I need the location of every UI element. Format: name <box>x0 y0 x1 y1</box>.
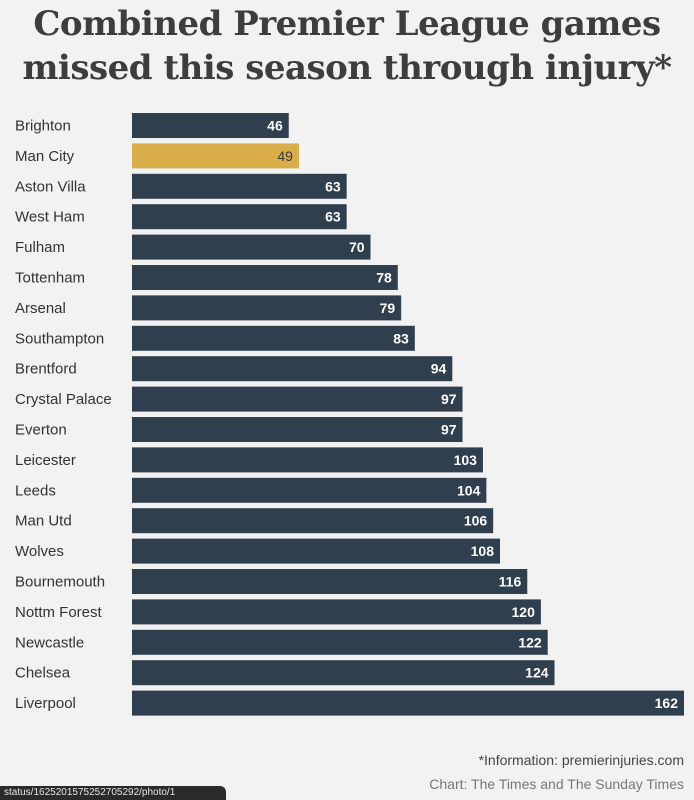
bar <box>132 508 494 534</box>
bar-value-label: 97 <box>441 422 457 438</box>
bar <box>132 538 500 564</box>
bar-value-label: 103 <box>454 452 478 468</box>
bar-value-label: 70 <box>349 239 365 255</box>
category-label: Chelsea <box>15 665 71 682</box>
bar <box>132 173 347 199</box>
category-label: Liverpool <box>15 695 76 712</box>
bar-value-label: 108 <box>471 543 495 559</box>
bar-value-label: 124 <box>525 665 549 681</box>
category-label: Brighton <box>15 118 71 135</box>
category-label: Man Utd <box>15 513 72 530</box>
category-label: Everton <box>15 422 67 439</box>
category-label: West Ham <box>15 209 85 226</box>
category-label: Fulham <box>15 239 65 256</box>
bar-value-label: 122 <box>518 634 542 650</box>
bar <box>132 569 528 594</box>
bar <box>132 204 347 230</box>
bar <box>132 143 299 169</box>
category-label: Aston Villa <box>15 178 86 195</box>
category-label: Leicester <box>15 452 76 469</box>
status-url-bar: status/1625201575252705292/photo/1 <box>0 786 226 800</box>
category-label: Nottm Forest <box>15 604 103 621</box>
bar <box>132 386 463 412</box>
bar-value-label: 162 <box>655 695 679 711</box>
bar-value-label: 49 <box>277 148 293 164</box>
chart-credit: Chart: The Times and The Sunday Times <box>429 776 684 792</box>
bar <box>132 265 398 290</box>
bar-value-label: 104 <box>457 482 481 498</box>
bar-value-label: 120 <box>512 604 536 620</box>
bar <box>132 690 684 716</box>
chart-title-line-2: missed this season through injury* <box>22 48 672 88</box>
bar <box>132 629 548 655</box>
bar <box>132 113 289 138</box>
bar-value-label: 116 <box>499 574 522 590</box>
category-label: Newcastle <box>15 634 84 651</box>
category-label: Bournemouth <box>15 574 105 591</box>
category-label: Crystal Palace <box>15 391 112 408</box>
category-label: Wolves <box>15 543 64 560</box>
category-label: Leeds <box>15 482 56 499</box>
bar-chart: Brighton 46 Man City 49 Aston Villa 63 West Ha… <box>15 113 684 716</box>
bar-value-label: 63 <box>325 209 341 225</box>
bar-value-label: 83 <box>393 330 409 346</box>
category-label: Southampton <box>15 330 104 347</box>
category-label: Tottenham <box>15 270 85 287</box>
bar-value-label: 94 <box>431 361 447 377</box>
category-label: Arsenal <box>15 300 66 317</box>
bar-value-label: 97 <box>441 391 457 407</box>
category-label: Man City <box>15 148 75 165</box>
bar <box>132 234 371 260</box>
bar-value-label: 79 <box>380 300 396 316</box>
source-note: *Information: premierinjuries.com <box>478 752 684 768</box>
bar <box>132 477 487 503</box>
bar-value-label: 46 <box>267 118 283 134</box>
chart-title: Combined Premier League games missed thi… <box>0 2 694 90</box>
bar <box>132 447 483 473</box>
chart-title-line-1: Combined Premier League games <box>33 4 661 44</box>
bar-value-label: 63 <box>325 178 341 194</box>
bar <box>132 356 453 382</box>
bar <box>132 417 463 442</box>
bar-value-label: 78 <box>376 270 392 286</box>
bar <box>132 599 541 625</box>
category-label: Brentford <box>15 361 77 378</box>
bar <box>132 325 415 351</box>
bar <box>132 660 555 686</box>
bar <box>132 295 402 321</box>
bar-value-label: 106 <box>464 513 488 529</box>
